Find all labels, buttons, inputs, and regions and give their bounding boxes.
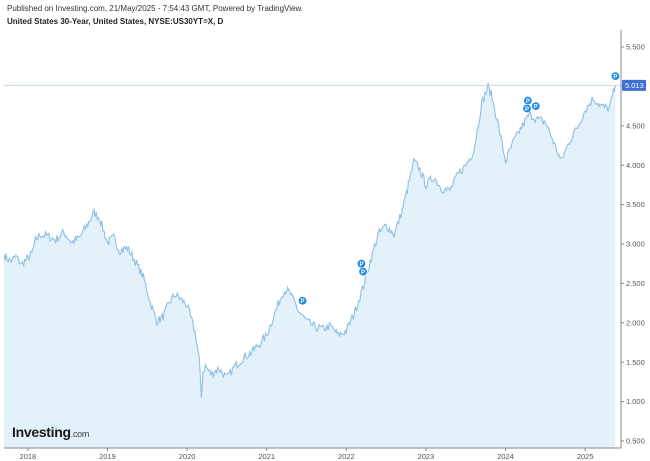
event-marker-dot xyxy=(610,71,620,81)
event-marker-label: P xyxy=(359,262,363,268)
y-tick-label: 4.000 xyxy=(626,161,645,170)
event-marker[interactable]: P xyxy=(531,101,541,111)
logo-brand: Investing xyxy=(12,424,71,440)
event-marker-dot xyxy=(298,296,308,306)
svg-text:5.013: 5.013 xyxy=(625,81,644,90)
x-tick-label: 2020 xyxy=(179,452,196,461)
event-marker[interactable]: P xyxy=(523,96,533,106)
y-tick-label: 5.500 xyxy=(626,43,645,52)
event-marker[interactable]: P xyxy=(522,103,532,113)
y-tick-label: 1.500 xyxy=(626,358,645,367)
event-marker-label: P xyxy=(301,299,305,305)
investing-logo: Investing.com xyxy=(12,424,89,440)
event-marker-label: P xyxy=(534,104,538,110)
event-marker[interactable]: P xyxy=(358,267,368,277)
x-tick-label: 2024 xyxy=(497,452,514,461)
event-marker-label: P xyxy=(361,270,365,276)
y-tick-label: 2.500 xyxy=(626,279,645,288)
last-price-label: 5.013 xyxy=(622,79,646,91)
event-marker-dot xyxy=(523,96,533,106)
logo-suffix: .com xyxy=(70,429,90,439)
x-tick-label: 2023 xyxy=(418,452,435,461)
event-marker-dot xyxy=(358,267,368,277)
y-tick-label: 3.000 xyxy=(626,240,645,249)
y-tick-label: 2.000 xyxy=(626,318,645,327)
x-tick-label: 2021 xyxy=(258,452,275,461)
event-marker-dot xyxy=(531,101,541,111)
event-marker[interactable]: P xyxy=(356,259,366,269)
event-marker-label: P xyxy=(613,74,617,80)
event-marker-label: P xyxy=(526,99,530,105)
event-marker[interactable]: P xyxy=(610,71,620,81)
y-tick-label: 1.000 xyxy=(626,397,645,406)
x-tick-label: 2022 xyxy=(338,452,355,461)
x-tick-label: 2025 xyxy=(577,452,594,461)
price-area-fill xyxy=(4,82,616,449)
x-tick-label: 2019 xyxy=(99,452,116,461)
y-tick-label: 4.500 xyxy=(626,121,645,130)
y-tick-label: 0.500 xyxy=(626,437,645,446)
chart-title: United States 30-Year, United States, NY… xyxy=(7,17,224,26)
event-marker-label: P xyxy=(525,107,529,113)
published-note: Published on Investing.com, 21/May/2025 … xyxy=(7,4,304,13)
y-tick-label: 3.500 xyxy=(626,200,645,209)
event-marker[interactable]: P xyxy=(298,296,308,306)
price-line xyxy=(3,82,616,398)
x-tick-label: 2018 xyxy=(20,452,37,461)
